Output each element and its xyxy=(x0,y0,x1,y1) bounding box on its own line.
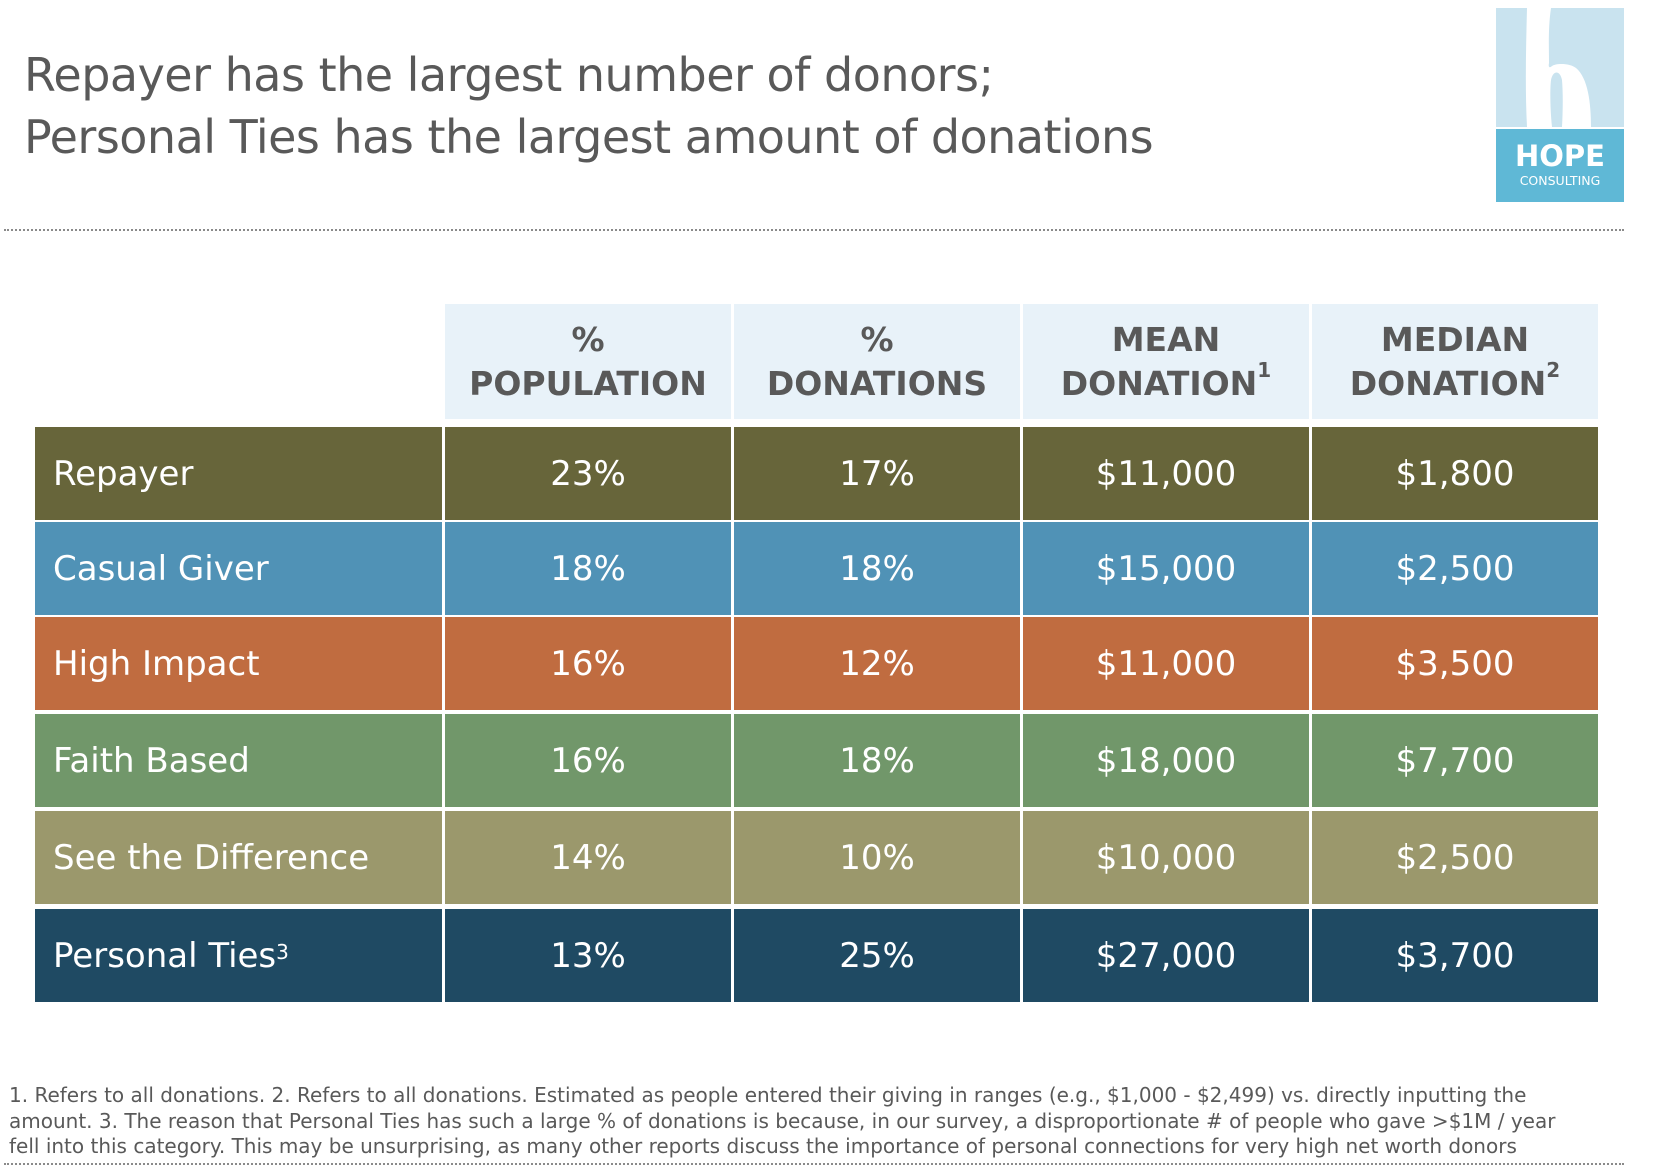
table-cell: $11,000 xyxy=(1023,427,1309,520)
table-cell: 13% xyxy=(445,909,731,1002)
row-label: Personal Ties 3 xyxy=(35,909,442,1002)
row-label-sup: 3 xyxy=(276,939,289,964)
footnote-line: fell into this category. This may be uns… xyxy=(9,1134,1517,1158)
table-cell: 18% xyxy=(734,522,1020,615)
footnotes: 1. Refers to all donations. 2. Refers to… xyxy=(9,1083,1649,1160)
table-cell: 14% xyxy=(445,811,731,904)
column-header-line2: DONATIONS xyxy=(767,362,987,406)
column-header-sup: 1 xyxy=(1257,357,1272,382)
column-header-line1: MEDIAN xyxy=(1380,319,1530,359)
footnote-line: amount. 3. The reason that Personal Ties… xyxy=(9,1108,1556,1133)
logo-sub: CONSULTING xyxy=(1519,173,1601,188)
column-header-text: DONATION xyxy=(1060,363,1258,403)
table-cell: 10% xyxy=(734,811,1020,904)
row-label-text: High Impact xyxy=(53,643,260,684)
row-label-text: Casual Giver xyxy=(53,548,269,589)
table-cell: 16% xyxy=(445,617,731,710)
logo-brand: HOPE xyxy=(1515,139,1605,173)
footnote-line: 1. Refers to all donations. 2. Refers to… xyxy=(9,1083,1527,1107)
row-label: High Impact xyxy=(35,617,442,710)
row-label-text: Faith Based xyxy=(53,740,250,781)
column-header-text: POPULATION xyxy=(469,363,707,403)
row-label: Faith Based xyxy=(35,714,442,807)
table-cell: 18% xyxy=(734,714,1020,807)
hope-consulting-logo: HOPE CONSULTING xyxy=(1496,8,1624,202)
column-header-line1: MEAN xyxy=(1111,319,1221,359)
column-header-text: DONATION xyxy=(1349,363,1547,403)
title-divider xyxy=(4,229,1624,231)
slide-title: Repayer has the largest number of donors… xyxy=(24,44,1444,168)
table-cell: 23% xyxy=(445,427,731,520)
row-label: Casual Giver xyxy=(35,522,442,615)
title-line-2: Personal Ties has the largest amount of … xyxy=(24,110,1154,164)
table-cell: $7,700 xyxy=(1312,714,1598,807)
table-cell: $11,000 xyxy=(1023,617,1309,710)
row-label-text: Personal Ties xyxy=(53,935,277,976)
table-cell: 18% xyxy=(445,522,731,615)
table-cell: 25% xyxy=(734,909,1020,1002)
table-cell: $2,500 xyxy=(1312,811,1598,904)
row-label: Repayer xyxy=(35,427,442,520)
table-cell: $1,800 xyxy=(1312,427,1598,520)
table-cell: $3,700 xyxy=(1312,909,1598,1002)
table-cell: 12% xyxy=(734,617,1020,710)
column-header-mean-donation: MEAN DONATION1 xyxy=(1023,304,1309,419)
table-cell: $15,000 xyxy=(1023,522,1309,615)
column-header-line1: % xyxy=(860,319,894,359)
table-cell: $2,500 xyxy=(1312,522,1598,615)
row-label-text: See the Difference xyxy=(53,837,370,878)
column-header-line2: POPULATION xyxy=(469,362,707,406)
table-cell: $18,000 xyxy=(1023,714,1309,807)
column-header-sup: 2 xyxy=(1546,357,1561,382)
table-cell: 17% xyxy=(734,427,1020,520)
row-label-text: Repayer xyxy=(53,453,194,494)
table-cell: $3,500 xyxy=(1312,617,1598,710)
column-header-population: % POPULATION xyxy=(445,304,731,419)
title-line-1: Repayer has the largest number of donors… xyxy=(24,48,994,102)
column-header-text: DONATIONS xyxy=(766,363,988,403)
column-header-line2: DONATION2 xyxy=(1349,360,1560,406)
column-header-donations: % DONATIONS xyxy=(734,304,1020,419)
logo-wordmark: HOPE CONSULTING xyxy=(1496,129,1624,202)
row-label: See the Difference xyxy=(35,811,442,904)
column-header-line1: % xyxy=(571,319,605,359)
logo-h-mark xyxy=(1496,8,1624,127)
table-cell: $10,000 xyxy=(1023,811,1309,904)
column-header-line2: DONATION1 xyxy=(1060,360,1271,406)
logo-h-icon xyxy=(1513,8,1591,127)
column-header-median-donation: MEDIAN DONATION2 xyxy=(1312,304,1598,419)
table-cell: 16% xyxy=(445,714,731,807)
table-cell: $27,000 xyxy=(1023,909,1309,1002)
footer-divider xyxy=(4,1163,1624,1165)
